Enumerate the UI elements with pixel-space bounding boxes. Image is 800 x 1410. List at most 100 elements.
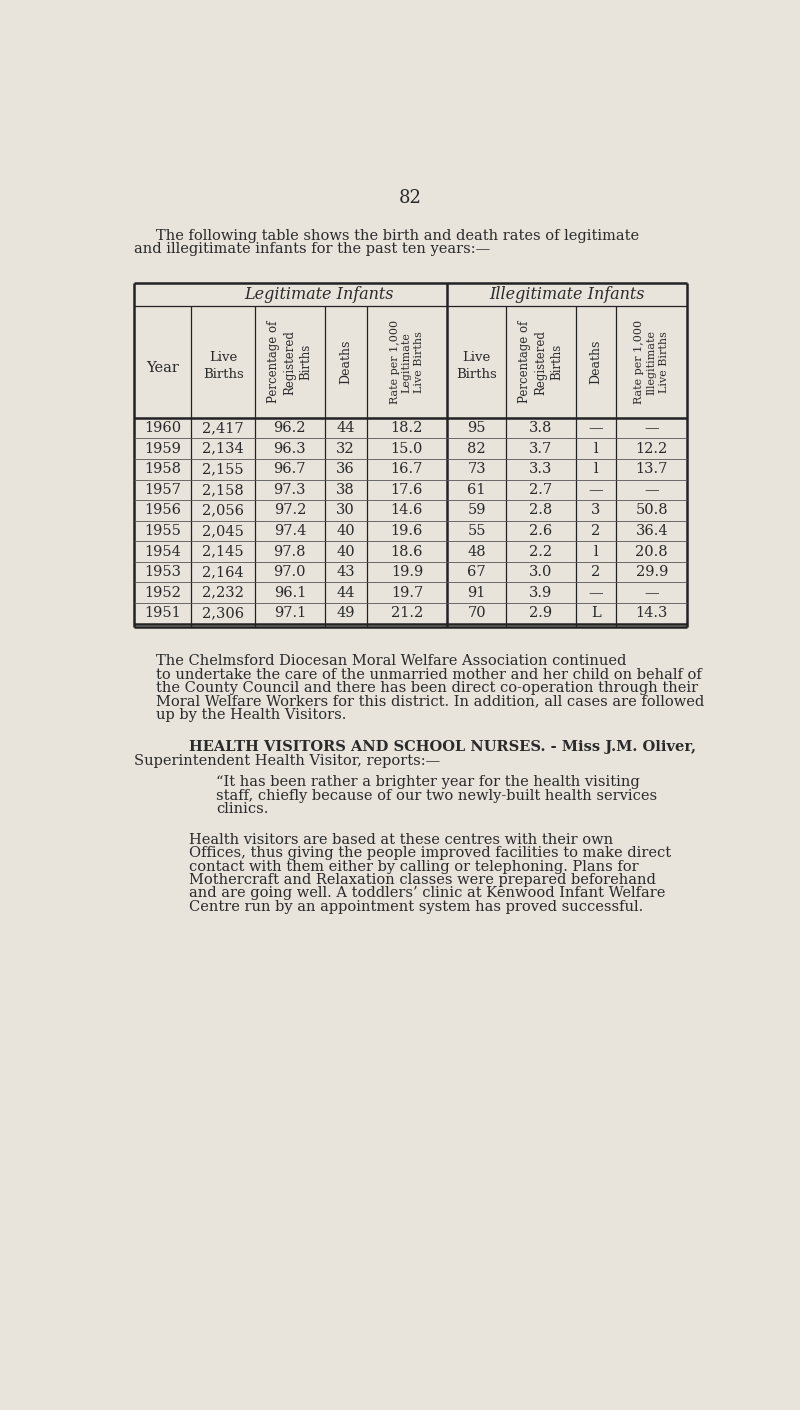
Text: and are going well. A toddlers’ clinic at Kenwood Infant Welfare: and are going well. A toddlers’ clinic a… [189,887,666,901]
Text: 2,134: 2,134 [202,441,244,455]
Text: 2: 2 [591,525,601,539]
Text: Deaths: Deaths [590,340,602,385]
Text: 61: 61 [467,482,486,496]
Text: —: — [645,422,659,436]
Text: Percentage of
Registered
Births: Percentage of Registered Births [518,321,563,403]
Text: 97.0: 97.0 [274,565,306,580]
Text: 97.4: 97.4 [274,525,306,539]
Text: 14.6: 14.6 [390,503,423,517]
Text: staff, chiefly because of our two newly-built health services: staff, chiefly because of our two newly-… [216,788,658,802]
Text: —: — [645,585,659,599]
Text: The following table shows the birth and death rates of legitimate: The following table shows the birth and … [156,230,639,244]
Text: Superintendent Health Visitor, reports:—: Superintendent Health Visitor, reports:— [134,753,440,767]
Text: 96.2: 96.2 [274,422,306,436]
Text: 96.3: 96.3 [274,441,306,455]
Text: 97.1: 97.1 [274,606,306,620]
Text: 2: 2 [591,565,601,580]
Text: Centre run by an appointment system has proved successful.: Centre run by an appointment system has … [189,900,643,914]
Text: 2.7: 2.7 [530,482,553,496]
Text: 1956: 1956 [144,503,182,517]
Text: —: — [589,422,603,436]
Text: Mothercraft and Relaxation classes were prepared beforehand: Mothercraft and Relaxation classes were … [189,873,656,887]
Text: 44: 44 [337,422,355,436]
Text: Live
Births: Live Births [203,351,244,381]
Text: up by the Health Visitors.: up by the Health Visitors. [156,708,346,722]
Text: Rate per 1,000
Legitimate
Live Births: Rate per 1,000 Legitimate Live Births [390,320,424,405]
Text: Legitimate Infants: Legitimate Infants [245,286,394,303]
Text: 17.6: 17.6 [390,482,423,496]
Text: Deaths: Deaths [339,340,352,385]
Text: 97.3: 97.3 [274,482,306,496]
Text: 2,155: 2,155 [202,462,244,477]
Text: 2,158: 2,158 [202,482,244,496]
Text: 20.8: 20.8 [635,544,668,558]
Text: l: l [594,544,598,558]
Text: 48: 48 [467,544,486,558]
Text: 97.2: 97.2 [274,503,306,517]
Text: 82: 82 [398,189,422,207]
Text: 32: 32 [336,441,355,455]
Text: 1955: 1955 [144,525,182,539]
Text: 2.9: 2.9 [530,606,553,620]
Text: 2.8: 2.8 [530,503,553,517]
Text: Offices, thus giving the people improved facilities to make direct: Offices, thus giving the people improved… [189,846,671,860]
Text: 67: 67 [467,565,486,580]
Text: Moral Welfare Workers for this district. In addition, all cases are followed: Moral Welfare Workers for this district.… [156,695,704,709]
Text: 30: 30 [336,503,355,517]
Text: HEALTH VISITORS AND SCHOOL NURSES. - Miss J.M. Oliver,: HEALTH VISITORS AND SCHOOL NURSES. - Mis… [189,740,696,754]
Text: 96.1: 96.1 [274,585,306,599]
Text: 19.6: 19.6 [390,525,423,539]
Text: 29.9: 29.9 [636,565,668,580]
Text: 40: 40 [336,525,355,539]
Text: the County Council and there has been direct co-operation through their: the County Council and there has been di… [156,681,698,695]
Text: 3.8: 3.8 [530,422,553,436]
Text: 2,306: 2,306 [202,606,244,620]
Text: Illegitimate Infants: Illegitimate Infants [490,286,645,303]
Text: and illegitimate infants for the past ten years:—: and illegitimate infants for the past te… [134,241,490,255]
Text: 36: 36 [336,462,355,477]
Text: l: l [594,441,598,455]
Text: 50.8: 50.8 [635,503,668,517]
Text: 2,056: 2,056 [202,503,244,517]
Text: l: l [594,462,598,477]
Text: 1960: 1960 [144,422,182,436]
Text: 2,232: 2,232 [202,585,244,599]
Text: The Chelmsford Diocesan Moral Welfare Association continued: The Chelmsford Diocesan Moral Welfare As… [156,654,626,668]
Text: 38: 38 [336,482,355,496]
Text: 1953: 1953 [144,565,182,580]
Text: 2,164: 2,164 [202,565,244,580]
Text: 2,045: 2,045 [202,525,244,539]
Text: Health visitors are based at these centres with their own: Health visitors are based at these centr… [189,832,614,846]
Text: 91: 91 [467,585,486,599]
Text: 95: 95 [467,422,486,436]
Text: 36.4: 36.4 [635,525,668,539]
Text: —: — [589,482,603,496]
Text: 59: 59 [467,503,486,517]
Text: 2.2: 2.2 [530,544,553,558]
Text: 1957: 1957 [144,482,182,496]
Text: 19.9: 19.9 [390,565,423,580]
Text: 73: 73 [467,462,486,477]
Text: 18.6: 18.6 [390,544,423,558]
Text: 43: 43 [336,565,355,580]
Text: 40: 40 [336,544,355,558]
Text: 16.7: 16.7 [390,462,423,477]
Text: Year: Year [146,361,179,375]
Text: to undertake the care of the unmarried mother and her child on behalf of: to undertake the care of the unmarried m… [156,668,702,682]
Text: clinics.: clinics. [216,802,269,816]
Text: Rate per 1,000
Illegitimate
Live Births: Rate per 1,000 Illegitimate Live Births [634,320,669,405]
Text: 3.9: 3.9 [530,585,553,599]
Text: 1958: 1958 [144,462,182,477]
Text: 2,417: 2,417 [202,422,244,436]
Text: 55: 55 [467,525,486,539]
Text: 13.7: 13.7 [636,462,668,477]
Text: 44: 44 [337,585,355,599]
Text: 2,145: 2,145 [202,544,244,558]
Text: 49: 49 [337,606,355,620]
Text: 96.7: 96.7 [274,462,306,477]
Text: 3.3: 3.3 [530,462,553,477]
Text: 82: 82 [467,441,486,455]
Text: 19.7: 19.7 [390,585,423,599]
Text: 70: 70 [467,606,486,620]
Text: 3: 3 [591,503,601,517]
